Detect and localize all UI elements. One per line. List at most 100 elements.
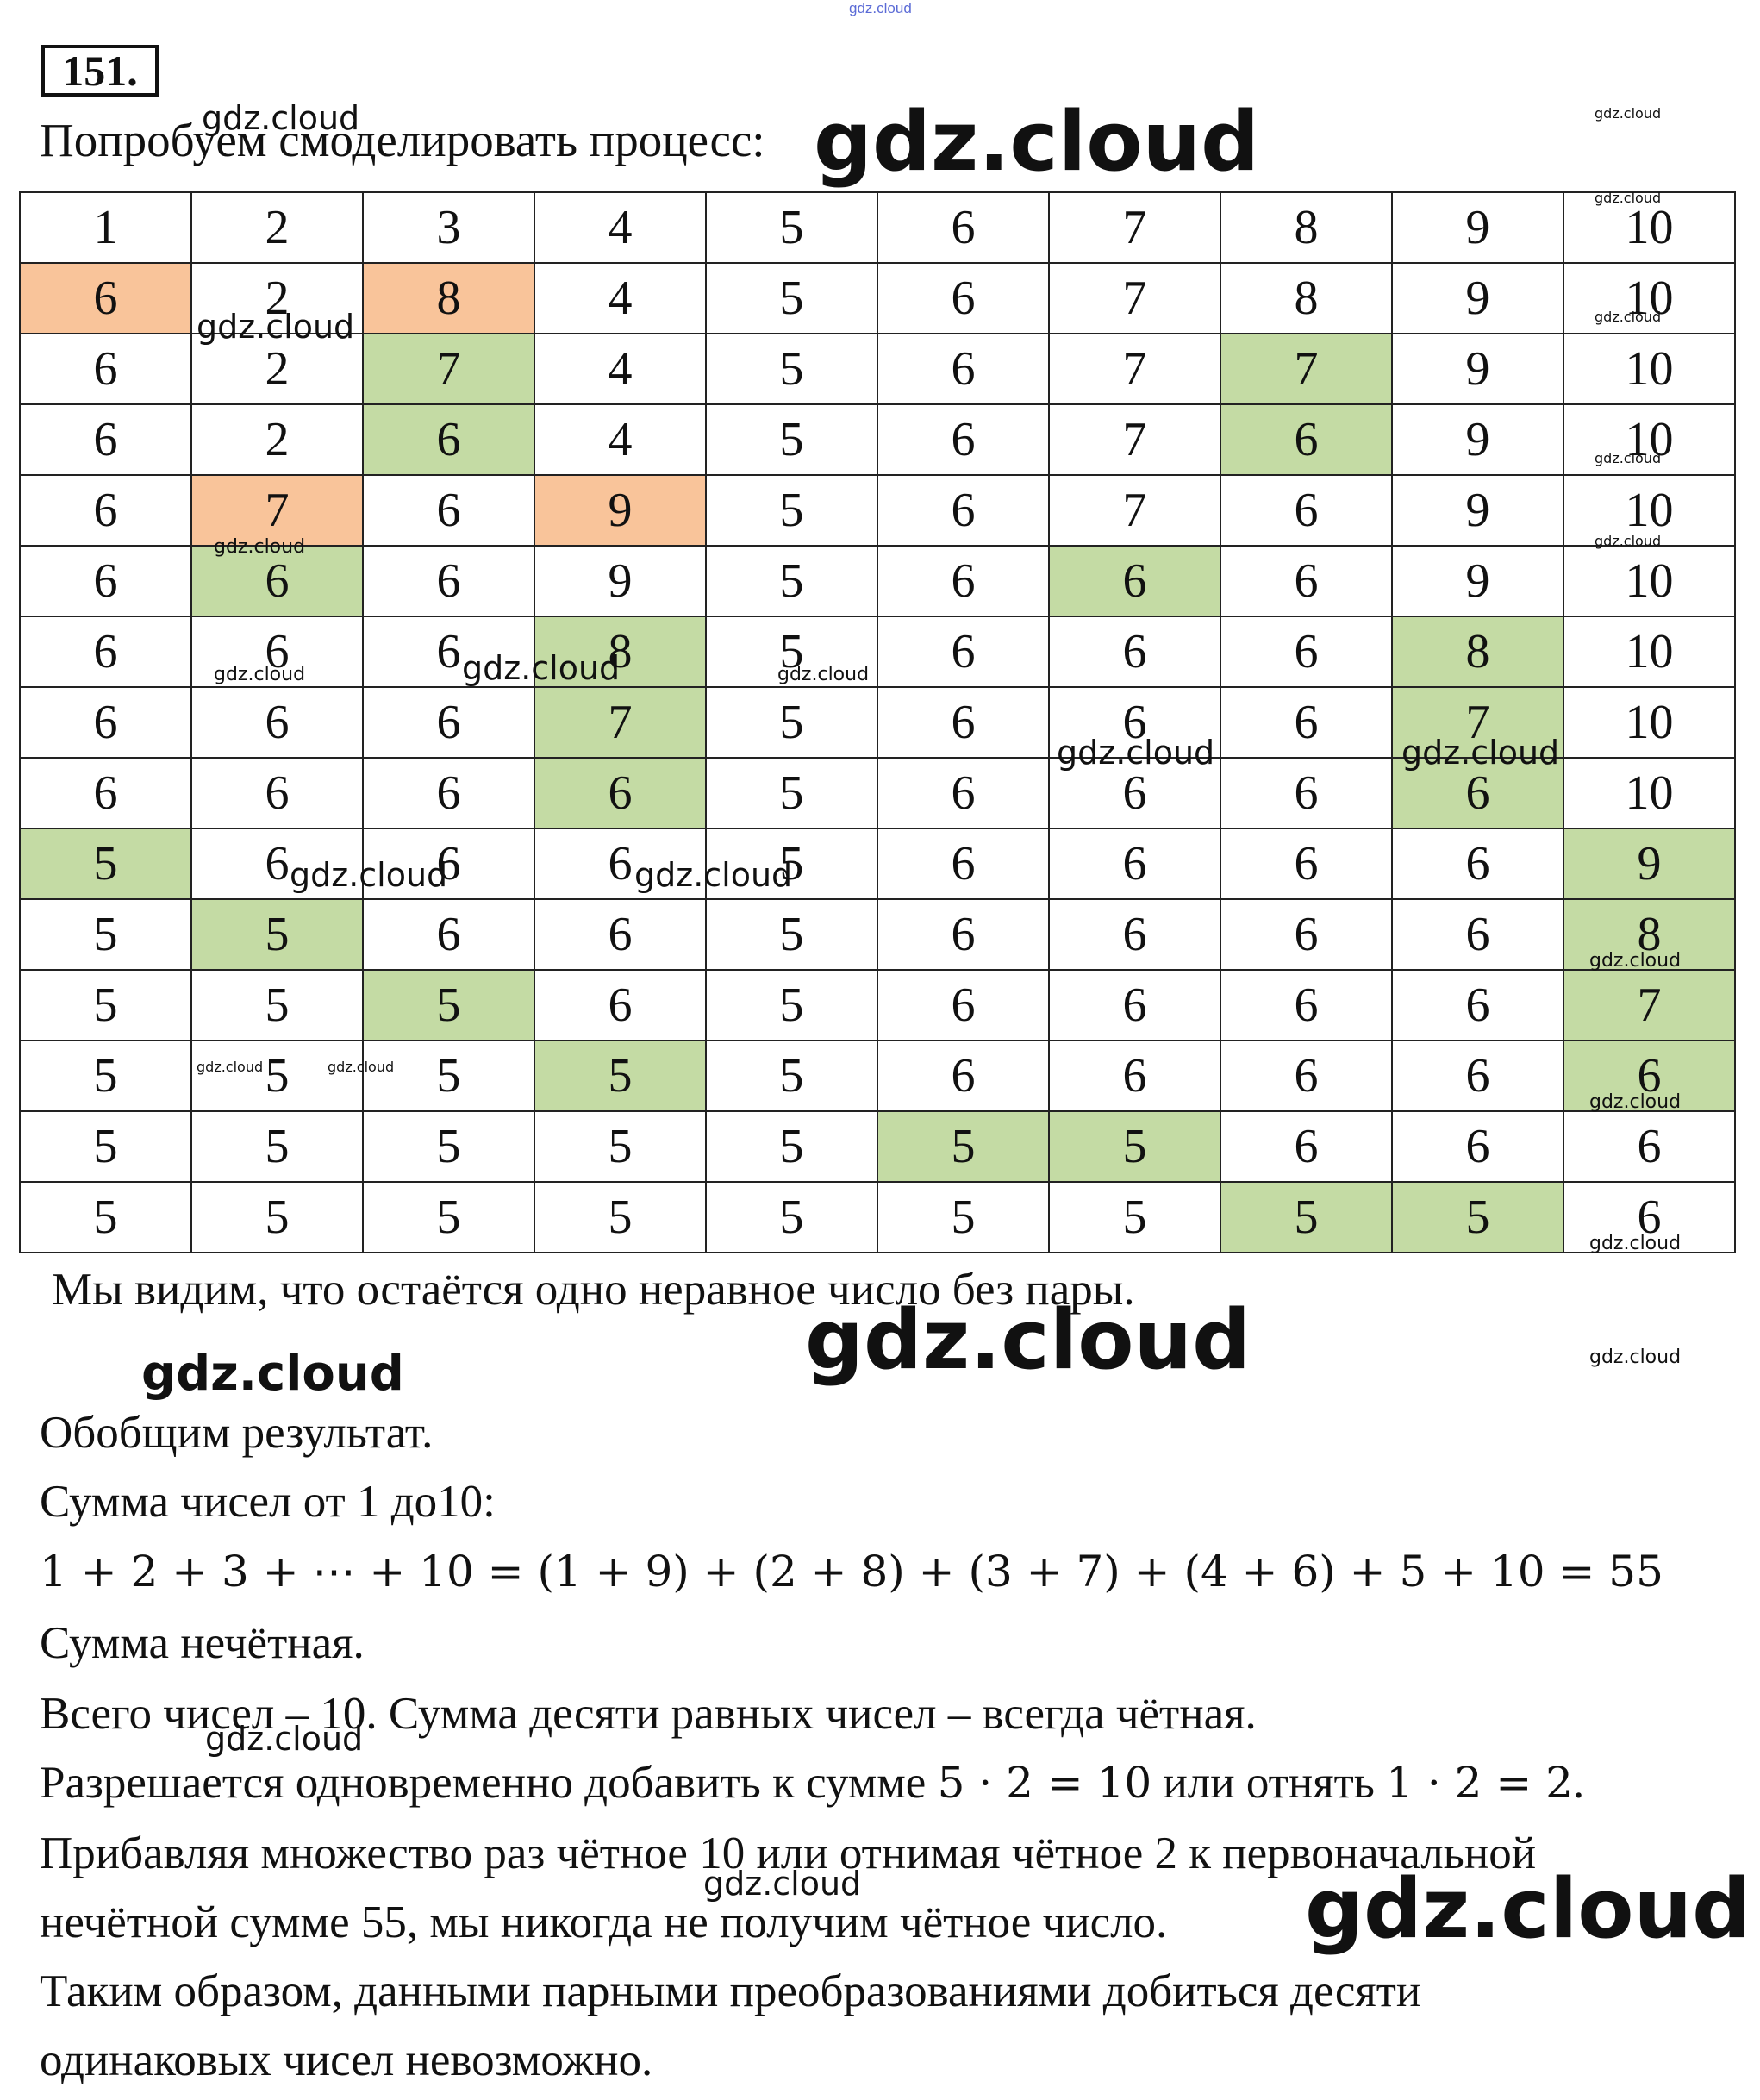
table-cell: 4 [534, 262, 707, 334]
table-cell: 6 [1391, 969, 1564, 1041]
table-cell: 6 [1220, 1040, 1393, 1112]
table-cell: 6 [877, 686, 1050, 759]
table-cell: 6 [534, 969, 707, 1041]
table-cell: 10 [1563, 757, 1736, 829]
table-cell: 5 [705, 474, 878, 547]
table-cell: 5 [705, 191, 878, 264]
table-cell: 6 [877, 333, 1050, 405]
table-cell: 6 [19, 333, 192, 405]
allowed-middle: или отнять [1151, 1758, 1387, 1808]
table-cell: 5 [190, 1040, 364, 1112]
number-table: 1 2 3 4 5 6 7 8 9 10 6 2 8 4 5 6 7 8 9 10 6 2 7 4 5 6 7 7 9 10 6 2 6 4 5 6 7… [19, 191, 1736, 1253]
table-row: 6 2 6 4 5 6 7 6 9 10 [19, 403, 1736, 476]
table-cell: 5 [1048, 1181, 1221, 1253]
watermark-top: gdz.cloud [849, 0, 912, 16]
table-cell: 6 [1391, 828, 1564, 900]
table-cell: 5 [1220, 1181, 1393, 1253]
table-cell: 6 [1220, 969, 1393, 1041]
table-cell: 8 [1220, 191, 1393, 264]
table-cell: 9 [1391, 403, 1564, 476]
watermark: gdz.cloud [1589, 950, 1682, 972]
table-cell: 6 [1048, 686, 1221, 759]
table-cell: 10 [1563, 474, 1736, 547]
table-cell: 8 [1563, 898, 1736, 971]
table-cell: 5 [705, 828, 878, 900]
table-cell: 6 [190, 616, 364, 688]
table-cell: 6 [877, 191, 1050, 264]
table-cell: 5 [1048, 1110, 1221, 1183]
table-cell: 7 [1048, 191, 1221, 264]
table-cell: 6 [877, 828, 1050, 900]
table-cell: 6 [19, 403, 192, 476]
watermark: gdz.cloud [205, 1720, 364, 1758]
table-cell: 3 [362, 191, 535, 264]
table-cell: 5 [705, 969, 878, 1041]
allowed-operations-text: Разрешается одновременно добавить к сумм… [40, 1760, 1584, 1806]
generalize-text: Обобщим результат. [40, 1408, 434, 1458]
adding-text-line-2: нечётной сумме 55, мы никогда не получим… [40, 1897, 1168, 1947]
table-cell: 6 [1391, 898, 1564, 971]
table-cell: 5 [19, 969, 192, 1041]
table-cell: 6 [190, 686, 364, 759]
table-cell: 5 [190, 1110, 364, 1183]
watermark: gdz.cloud [214, 536, 306, 558]
table-row: 6 6 6 6 5 6 6 6 6 10 [19, 757, 1736, 829]
table-cell: 5 [534, 1181, 707, 1253]
table-cell: 8 [1391, 616, 1564, 688]
watermark: gdz.cloud [1595, 533, 1662, 549]
table-cell: 7 [190, 474, 364, 547]
table-cell: 2 [190, 333, 364, 405]
conclusion-text: Мы видим, что остаётся одно неравное чис… [52, 1265, 1135, 1315]
watermark: gdz.cloud [1589, 1347, 1682, 1368]
table-cell: 9 [1563, 828, 1736, 900]
watermark: gdz.cloud [1595, 450, 1662, 466]
table-cell: 8 [362, 262, 535, 334]
table-cell: 6 [1220, 686, 1393, 759]
table-cell: 6 [1048, 545, 1221, 617]
watermark: gdz.cloud [1595, 190, 1662, 206]
intro-text: Попробуем смоделировать процесс: [40, 114, 765, 166]
sum-label: Сумма чисел от 1 до10: [40, 1477, 496, 1527]
table-cell: 5 [705, 333, 878, 405]
table-cell: 10 [1563, 262, 1736, 334]
watermark: gdz.cloud [1595, 309, 1662, 325]
table-cell: 5 [190, 898, 364, 971]
table-cell: 6 [362, 403, 535, 476]
table-cell: 6 [877, 757, 1050, 829]
table-cell: 6 [1563, 1040, 1736, 1112]
table-cell: 6 [877, 545, 1050, 617]
table-cell: 5 [705, 1110, 878, 1183]
table-cell: 6 [877, 262, 1050, 334]
table-cell: 6 [19, 757, 192, 829]
watermark: gdz.cloud [197, 1059, 264, 1075]
table-cell: 6 [1220, 474, 1393, 547]
watermark: gdz.cloud [1305, 1862, 1751, 1957]
table-cell: 7 [1391, 686, 1564, 759]
table-row: 6 6 6 8 5 6 6 6 8 10 [19, 616, 1736, 688]
watermark: gdz.cloud [634, 856, 793, 894]
table-cell: 6 [1048, 969, 1221, 1041]
table-cell: 6 [1220, 898, 1393, 971]
table-cell: 6 [19, 262, 192, 334]
table-cell: 4 [534, 333, 707, 405]
allowed-prefix: Разрешается одновременно добавить к сумм… [40, 1758, 938, 1808]
table-cell: 5 [19, 1181, 192, 1253]
table-row: 6 6 6 7 5 6 6 6 7 10 [19, 686, 1736, 759]
table-cell: 5 [19, 828, 192, 900]
table-cell: 5 [534, 1110, 707, 1183]
table-cell: 5 [877, 1110, 1050, 1183]
table-cell: 5 [19, 1040, 192, 1112]
table-cell: 10 [1563, 191, 1736, 264]
watermark: gdz.cloud [805, 1293, 1251, 1388]
table-cell: 7 [1048, 403, 1221, 476]
table-cell: 6 [1220, 616, 1393, 688]
table-cell: 6 [1048, 616, 1221, 688]
table-cell: 6 [877, 1040, 1050, 1112]
table-cell: 5 [705, 1040, 878, 1112]
watermark: gdz.cloud [202, 99, 360, 137]
